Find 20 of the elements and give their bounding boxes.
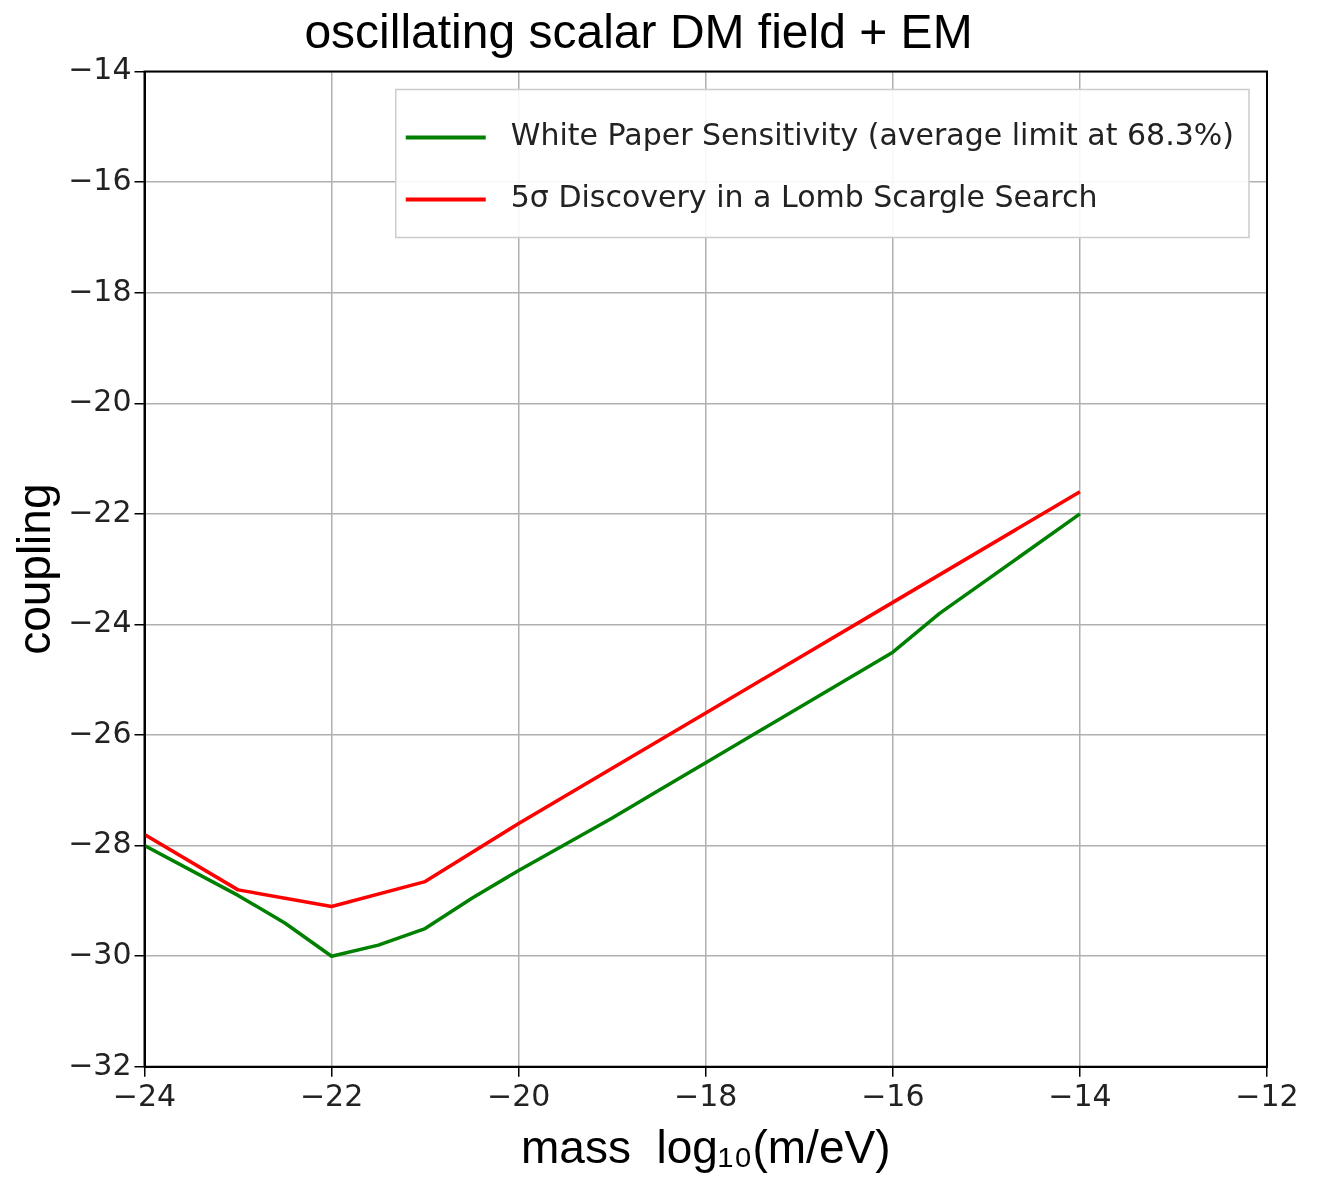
y-tick-label: −26 bbox=[68, 714, 132, 750]
y-axis-title: coupling bbox=[8, 483, 61, 655]
legend-label: White Paper Sensitivity (average limit at 68.3%) bbox=[510, 117, 1235, 153]
y-tick-label: −18 bbox=[68, 272, 132, 308]
x-tick-label: −22 bbox=[299, 1077, 364, 1113]
chart-title: oscillating scalar DM field + EM bbox=[304, 5, 973, 59]
y-tick-label: −14 bbox=[68, 51, 132, 87]
y-tick-label: −28 bbox=[68, 825, 132, 861]
x-tick-label: −20 bbox=[487, 1077, 551, 1113]
y-tick-label: −24 bbox=[68, 604, 132, 640]
y-tick-label: −16 bbox=[68, 161, 132, 197]
x-tick-label: −18 bbox=[674, 1077, 738, 1113]
legend-label: 5σ Discovery in a Lomb Scargle Search bbox=[510, 179, 1098, 215]
y-tick-label: −20 bbox=[68, 383, 132, 419]
y-tick-label: −22 bbox=[68, 493, 132, 529]
y-tick-label: −30 bbox=[68, 936, 132, 972]
x-tick-label: −16 bbox=[861, 1077, 925, 1113]
x-axis-title: mass log₁₀(m/eV) bbox=[521, 1121, 891, 1174]
x-tick-label: −14 bbox=[1048, 1077, 1112, 1113]
x-tick-label: −12 bbox=[1235, 1077, 1299, 1113]
